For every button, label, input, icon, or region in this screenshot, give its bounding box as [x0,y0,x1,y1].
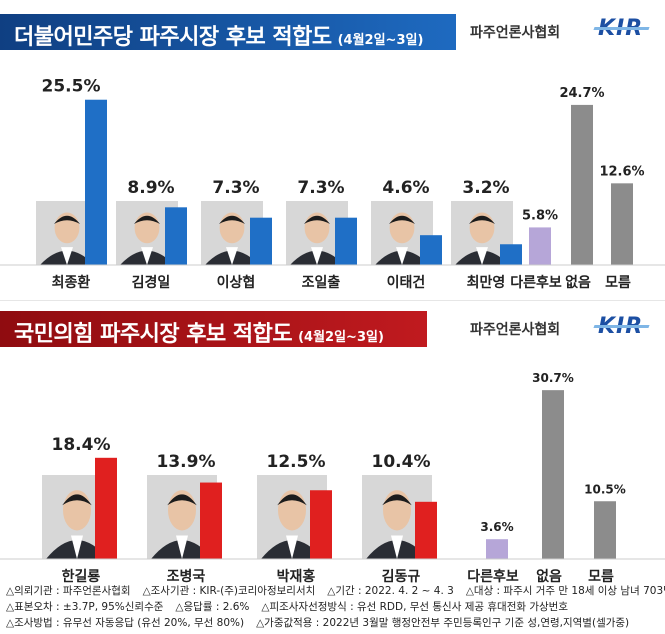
category-label: 모름 [605,275,631,291]
top-title-banner: 더불어민주당 파주시장 후보 적합도 (4월2일~3일) [0,14,456,50]
bar [95,457,117,559]
category-label: 조병국 [167,568,206,585]
bar [542,390,564,559]
footnote-item: △조사방법 : 유무선 자동응답 (유선 20%, 무선 80%) [6,617,245,629]
bar [500,244,522,265]
category-label: 다른후보 [510,275,562,291]
value-label: 10.4% [372,452,431,472]
bottom-title-banner: 국민의힘 파주시장 후보 적합도 (4월2일~3일) [0,311,427,347]
top-title: 더불어민주당 파주시장 후보 적합도 [14,25,332,50]
value-label: 8.9% [127,178,174,198]
category-label: 최종환 [52,274,91,291]
category-label: 다른후보 [467,569,519,585]
value-label: 25.5% [42,77,101,97]
value-label: 7.3% [297,178,344,198]
value-label: 4.6% [382,178,429,198]
footnote-item: △피조사자선정방식 : 유선 RDD, 무선 통신사 제공 휴대전화 가상번호 [261,601,568,613]
bar [571,104,593,265]
footnote-item: △표본오차 : ±3.7P, 95%신뢰수준 [6,601,164,613]
bottom-title: 국민의힘 파주시장 후보 적합도 [14,322,293,347]
democratic-party-panel: 더불어민주당 파주시장 후보 적합도 (4월2일~3일) 파주언론사협회 KIR… [0,0,665,298]
survey-footnotes: △의뢰기관 : 파주언론사협회 △조사기관 : KIR-(주)코리아정보리서치 △기… [6,583,665,631]
bar [486,539,508,559]
category-label: 이태건 [387,274,426,291]
bottom-bar-chart: 18.4% 한길룡 13.9% 조병국 12.5% 박재홍 10.4% 김동규 3.6% 다른후보… [0,371,665,585]
category-label: 한길룡 [62,569,101,585]
footnote-item: △의뢰기관 : 파주언론사협회 [6,585,131,597]
footnote-item: △기간 : 2022. 4. 2 ~ 4. 3 [327,585,454,597]
category-label: 최만영 [467,274,506,291]
value-label: 10.5% [584,482,626,496]
bar [415,501,437,559]
bar [165,207,187,265]
category-label: 없음 [565,275,591,291]
bar [85,99,107,265]
bar [594,501,616,559]
footnote-row: △조사방법 : 유무선 자동응답 (유선 20%, 무선 80%) △가중값적용 … [6,615,661,631]
footnote-row: △표본오차 : ±3.7P, 95%신뢰수준 △응답률 : 2.6% △피조사자선정… [6,599,661,615]
bar [335,217,357,265]
value-label: 5.8% [522,208,558,223]
top-kir-logo: KIR [598,16,644,41]
candidate-photo [371,201,433,265]
footnote-item: △가중값적용 : 2022년 3월말 행정안전부 주민등록인구 기준 성,연령,… [256,617,630,629]
value-label: 13.9% [157,452,216,472]
value-label: 24.7% [559,86,604,101]
top-date: (4월2일~3일) [337,33,424,48]
value-label: 3.6% [480,520,513,534]
bottom-association: 파주언론사협회 [470,322,561,338]
people-power-party-panel: 국민의힘 파주시장 후보 적합도 (4월2일~3일) 파주언론사협회 KIR 1… [0,300,665,585]
bar [529,227,551,265]
category-label: 김동규 [382,568,421,585]
value-label: 12.6% [599,164,644,179]
value-label: 3.2% [462,178,509,198]
top-bar-chart: 25.5% 최종환 8.9% 김경일 7.3% 이상협 7.3% 조일출 4.6% 이태건 3.2%… [0,77,665,291]
bar [310,490,332,559]
category-label: 조일출 [302,274,341,291]
value-label: 18.4% [52,435,111,455]
value-label: 12.5% [267,452,326,472]
category-label: 이상협 [217,274,256,291]
footnote-item: △대상 : 파주시 거주 만 18세 이상 남녀 703명 [465,585,665,597]
value-label: 30.7% [532,371,574,385]
category-label: 박재홍 [277,568,316,585]
value-label: 7.3% [212,178,259,198]
bar [200,482,222,559]
bar [250,217,272,265]
category-label: 김경일 [132,274,171,291]
bar [611,183,633,265]
footnote-row: △의뢰기관 : 파주언론사협회 △조사기관 : KIR-(주)코리아정보리서치 △기… [6,583,665,599]
category-label: 없음 [536,569,562,585]
bottom-date: (4월2일~3일) [298,330,384,345]
bar [420,235,442,265]
bottom-kir-logo: KIR [598,314,644,339]
footnote-item: △조사기관 : KIR-(주)코리아정보리서치 [142,585,316,597]
footnote-item: △응답률 : 2.6% [175,601,250,613]
top-association: 파주언론사협회 [470,25,561,41]
category-label: 모름 [588,569,614,585]
